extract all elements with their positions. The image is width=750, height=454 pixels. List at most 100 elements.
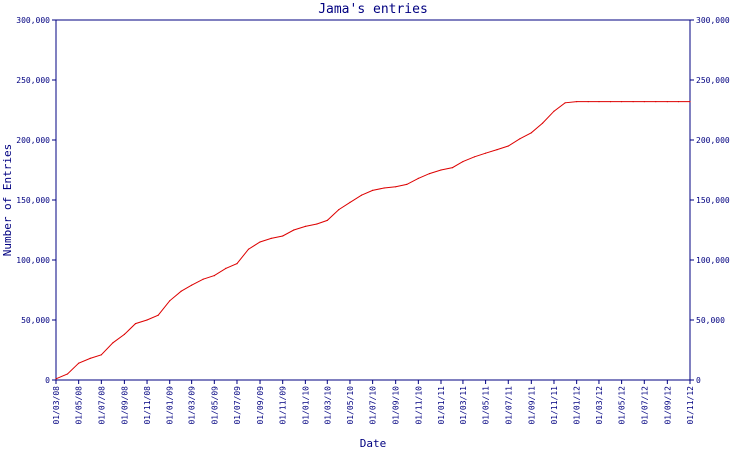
- data-point: [360, 194, 363, 196]
- x-tick-label: 01/09/11: [527, 386, 536, 425]
- data-point: [89, 357, 91, 359]
- x-tick-label: 01/05/12: [618, 386, 627, 425]
- x-tick-label: 01/01/09: [166, 386, 175, 425]
- data-point: [157, 314, 159, 316]
- y-tick-label-right: 0: [696, 376, 701, 385]
- x-tick-label: 01/07/09: [233, 386, 242, 425]
- data-point: [191, 284, 193, 286]
- y-tick-label-left: 0: [45, 376, 50, 385]
- x-tick-label: 01/07/10: [369, 386, 378, 425]
- y-tick-label-right: 200,000: [696, 136, 730, 145]
- data-point: [485, 152, 487, 154]
- x-tick-label: 01/03/08: [52, 386, 61, 425]
- data-point: [621, 101, 623, 103]
- data-point: [293, 229, 295, 231]
- y-tick-label-left: 300,000: [16, 16, 50, 25]
- x-tick-label: 01/11/12: [686, 386, 695, 425]
- data-point: [576, 101, 578, 103]
- y-tick-label-right: 250,000: [696, 76, 730, 85]
- data-point: [236, 263, 238, 265]
- x-tick-label: 01/01/11: [437, 386, 446, 425]
- data-point: [541, 122, 544, 124]
- entries-series-line: [55, 101, 690, 380]
- x-tick-label: 01/09/10: [392, 386, 401, 425]
- data-point: [372, 189, 374, 191]
- x-tick-label: 01/09/09: [256, 386, 265, 425]
- data-point: [609, 101, 612, 103]
- data-point: [247, 248, 250, 250]
- data-point: [473, 156, 476, 158]
- x-tick-label: 01/03/09: [188, 386, 197, 425]
- data-point: [417, 177, 419, 179]
- data-point: [440, 169, 442, 171]
- data-point: [169, 300, 171, 302]
- x-tick-label: 01/11/11: [550, 386, 559, 425]
- x-tick-label: 01/05/08: [75, 386, 84, 425]
- x-tick-label: 01/01/12: [573, 386, 582, 425]
- x-tick-label: 01/03/11: [459, 386, 468, 425]
- x-tick-label: 01/07/08: [97, 386, 106, 425]
- plot-frame: [55, 19, 691, 381]
- x-tick-label: 01/09/08: [120, 386, 129, 425]
- data-point: [100, 354, 102, 356]
- data-point: [519, 138, 521, 140]
- data-point: [462, 161, 464, 163]
- y-tick-label-left: 100,000: [16, 256, 50, 265]
- y-tick-label-left: 50,000: [21, 316, 50, 325]
- data-point: [632, 101, 634, 103]
- x-tick-label: 01/09/12: [663, 386, 672, 425]
- data-point: [553, 110, 555, 112]
- data-point: [112, 342, 114, 344]
- y-tick-label-left: 250,000: [16, 76, 50, 85]
- data-point: [406, 183, 408, 185]
- data-point: [326, 219, 328, 221]
- x-tick-label: 01/07/12: [640, 386, 649, 425]
- data-point: [225, 267, 227, 269]
- x-tick-label: 01/03/12: [595, 386, 604, 425]
- data-point: [530, 132, 532, 134]
- y-tick-label-right: 50,000: [696, 316, 725, 325]
- data-point: [643, 101, 645, 103]
- data-point: [180, 290, 182, 292]
- x-tick-label: 01/11/10: [414, 386, 423, 425]
- x-axis-label: Date: [360, 437, 387, 450]
- y-tick-label-right: 100,000: [696, 256, 730, 265]
- data-point: [66, 373, 69, 375]
- y-tick-label-right: 300,000: [696, 16, 730, 25]
- x-tick-label: 01/11/09: [279, 386, 288, 425]
- data-point: [395, 186, 397, 188]
- data-point: [316, 223, 318, 225]
- data-point: [428, 173, 431, 175]
- x-tick-label: 01/03/10: [323, 386, 332, 425]
- x-tick-label: 01/07/11: [504, 386, 513, 425]
- data-point: [689, 101, 691, 103]
- data-point: [55, 378, 57, 380]
- x-tick-label: 01/01/10: [301, 386, 310, 425]
- x-tick-label: 01/05/10: [346, 386, 355, 425]
- data-point: [451, 167, 454, 169]
- y-tick-label-right: 150,000: [696, 196, 730, 205]
- x-tick-label: 01/11/08: [143, 386, 152, 425]
- data-point: [202, 278, 204, 280]
- data-point: [666, 101, 668, 103]
- x-tick-label: 01/05/09: [210, 386, 219, 425]
- y-tick-label-left: 200,000: [16, 136, 50, 145]
- data-point: [349, 201, 351, 203]
- data-point: [677, 101, 680, 103]
- data-point: [78, 362, 80, 364]
- data-point: [123, 333, 125, 335]
- data-point: [496, 149, 498, 151]
- chart-title: Jama's entries: [318, 2, 428, 17]
- data-point: [507, 145, 509, 147]
- data-point: [598, 101, 600, 103]
- data-point: [282, 235, 284, 237]
- data-point: [134, 323, 137, 325]
- data-point: [259, 241, 261, 243]
- data-point: [146, 319, 148, 321]
- data-point: [383, 187, 385, 189]
- data-point: [338, 209, 340, 211]
- y-tick-label-left: 150,000: [16, 196, 50, 205]
- data-point: [213, 275, 215, 277]
